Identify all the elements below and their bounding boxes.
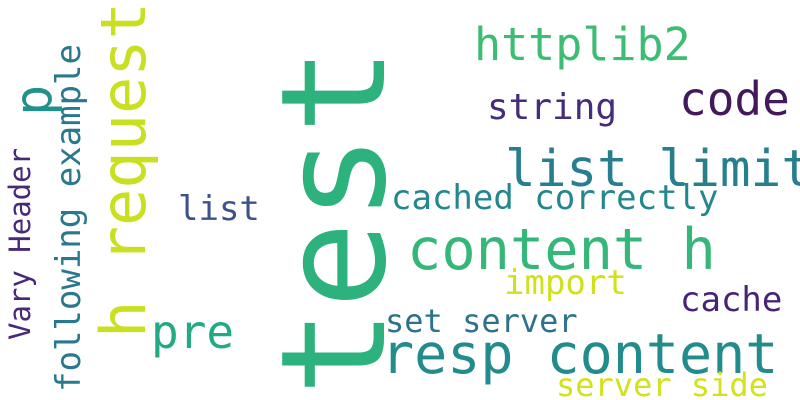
word-h-request: h request	[87, 2, 160, 338]
word-cached-correctly: cached correctly	[391, 178, 719, 218]
word-cache: cache	[680, 280, 783, 320]
word-list: list	[178, 189, 260, 229]
word-vary-header: Vary Header	[3, 147, 37, 340]
word-code: code	[679, 72, 790, 126]
word-httplib2: httplib2	[474, 18, 691, 71]
word-string: string	[487, 87, 618, 128]
word-set-server: set server	[385, 302, 578, 340]
word-content-h: content h	[407, 217, 716, 283]
word-pre: pre	[151, 305, 235, 359]
word-p: p	[4, 84, 64, 116]
word-list-limit: list limit	[505, 140, 800, 199]
word-import: import	[504, 263, 627, 303]
word-resp-content: resp content	[381, 322, 779, 386]
word-server-side: server side	[556, 366, 768, 400]
